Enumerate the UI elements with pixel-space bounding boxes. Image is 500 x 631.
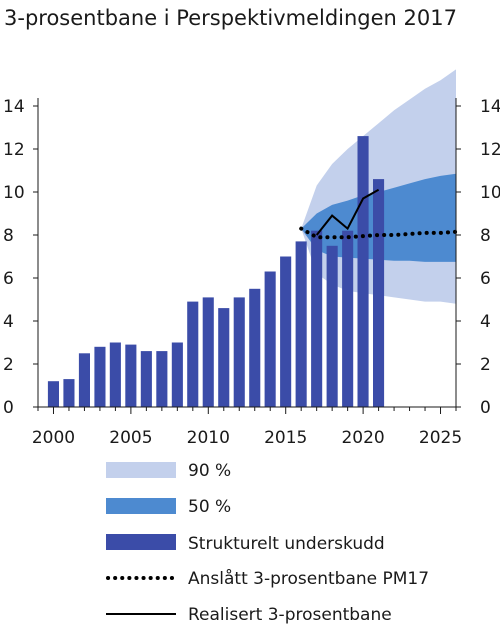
bar-2006 bbox=[140, 351, 152, 407]
bar-2007 bbox=[156, 351, 168, 407]
x-tick-label: 2025 bbox=[419, 428, 462, 448]
x-tick-label: 2005 bbox=[109, 428, 152, 448]
bar-2016 bbox=[295, 241, 307, 407]
bar-2012 bbox=[233, 297, 245, 407]
y-tick-label-right: 8 bbox=[480, 226, 491, 246]
y-axis-left: 0 2 4 6 8 10 12 14 bbox=[3, 97, 38, 418]
y-tick-label-right: 12 bbox=[480, 140, 500, 160]
bar-2019 bbox=[342, 230, 354, 407]
y-tick-label-right: 10 bbox=[480, 183, 500, 203]
y-tick-label-left: 4 bbox=[3, 312, 14, 332]
x-tick-label: 2000 bbox=[32, 428, 75, 448]
legend-label-90: 90 % bbox=[188, 461, 231, 481]
x-tick-label: 2010 bbox=[187, 428, 230, 448]
bar-2021 bbox=[373, 179, 385, 407]
bar-2014 bbox=[264, 271, 276, 407]
legend-label-projection: Anslått 3-prosentbane PM17 bbox=[188, 568, 429, 589]
y-tick-label-left: 6 bbox=[3, 269, 14, 289]
bar-2009 bbox=[187, 301, 199, 407]
y-tick-label-right: 14 bbox=[480, 97, 500, 117]
legend-label-bars: Strukturelt underskudd bbox=[188, 534, 385, 554]
bar-2002 bbox=[78, 353, 90, 408]
bar-2013 bbox=[249, 288, 261, 408]
y-axis-right: 0 2 4 6 8 10 12 14 bbox=[456, 97, 500, 418]
y-tick-label-right: 6 bbox=[480, 269, 491, 289]
x-tick-label: 2015 bbox=[264, 428, 307, 448]
x-tick-label: 2020 bbox=[341, 428, 384, 448]
bar-2017 bbox=[311, 230, 323, 407]
bar-2015 bbox=[280, 256, 292, 407]
y-tick-label-right: 2 bbox=[480, 355, 491, 375]
bar-2010 bbox=[202, 297, 214, 407]
bar-2000 bbox=[47, 381, 59, 407]
bar-2005 bbox=[125, 344, 137, 407]
y-tick-label-left: 2 bbox=[3, 355, 14, 375]
bar-2020 bbox=[357, 136, 369, 407]
realised-line bbox=[315, 188, 380, 236]
bar-2011 bbox=[218, 308, 230, 407]
bar-2003 bbox=[94, 346, 106, 407]
bar-2018 bbox=[326, 245, 338, 408]
chart-title: 3-prosentbane i Perspektivmeldingen 2017 bbox=[4, 6, 457, 30]
y-tick-label-left: 10 bbox=[3, 183, 25, 203]
legend: 90 % 50 % Strukturelt underskudd Anslått… bbox=[106, 461, 429, 625]
bar-2004 bbox=[109, 342, 121, 407]
legend-swatch-90 bbox=[106, 462, 176, 478]
projection-line bbox=[299, 226, 458, 240]
legend-swatch-50 bbox=[106, 498, 176, 514]
x-axis: 2000 2005 2010 2015 2020 2025 bbox=[32, 407, 462, 448]
y-tick-label-left: 12 bbox=[3, 140, 25, 160]
y-tick-label-left: 0 bbox=[3, 398, 14, 418]
legend-swatch-bars bbox=[106, 534, 176, 550]
y-tick-label-left: 14 bbox=[3, 97, 25, 117]
bars-layer bbox=[47, 136, 385, 408]
lines-layer bbox=[299, 188, 458, 240]
y-tick-label-right: 4 bbox=[480, 312, 491, 332]
legend-label-realised: Realisert 3-prosentbane bbox=[188, 605, 392, 625]
bar-2008 bbox=[171, 342, 183, 407]
bar-2001 bbox=[63, 379, 75, 407]
y-tick-label-left: 8 bbox=[3, 226, 14, 246]
legend-label-50: 50 % bbox=[188, 497, 231, 517]
y-tick-label-right: 0 bbox=[480, 398, 491, 418]
